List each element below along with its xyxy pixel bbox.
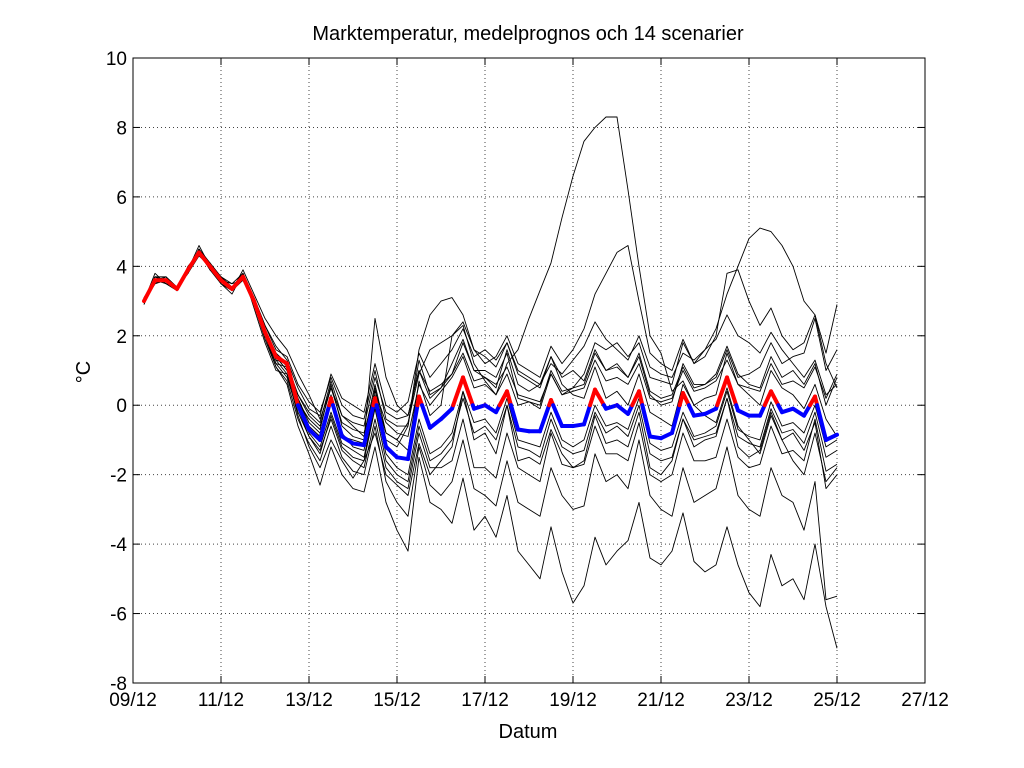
mean-segment-33: [420, 403, 432, 430]
mean-segment-92: [824, 432, 839, 442]
mean-segment-47: [509, 403, 520, 432]
mean-segment-46: [505, 389, 513, 408]
mean-segment-53: [551, 403, 564, 429]
mean-segment-38: [461, 375, 475, 408]
x-tick-label: 19/12: [549, 690, 597, 711]
mean-segment-13: [274, 354, 289, 366]
y-tick-label: -8: [110, 674, 127, 695]
mean-segment-18: [318, 403, 332, 442]
mean-segment-83: [762, 389, 773, 408]
mean-segment-37: [451, 375, 465, 408]
y-tick-label: -4: [110, 535, 127, 556]
x-tick-label: 23/12: [725, 690, 773, 711]
mean-segment-8: [219, 278, 234, 291]
x-tick-label: 27/12: [901, 690, 949, 711]
plot-frame: [132, 57, 926, 684]
y-tick-label: -2: [110, 466, 127, 487]
mean-segment-80: [736, 408, 751, 418]
mean-segment-72: [681, 391, 691, 408]
mean-segment-28: [384, 444, 399, 460]
mean-segment-57: [588, 387, 597, 408]
y-tick-label: 8: [116, 118, 127, 139]
mean-segment-4: [175, 267, 190, 291]
mean-segment-88: [802, 403, 812, 418]
mean-segment-63: [615, 403, 630, 416]
mean-segment-9: [230, 274, 245, 291]
mean-segment-84: [769, 389, 781, 408]
y-tick-label: 0: [116, 396, 127, 417]
x-tick-label: 17/12: [461, 690, 509, 711]
mean-segment-24: [362, 403, 376, 448]
mean-segment-6: [197, 250, 212, 269]
mean-segment-66: [637, 389, 645, 408]
mean-segment-43: [483, 403, 498, 415]
mean-segment-14: [285, 361, 300, 408]
x-tick-label: 25/12: [813, 690, 861, 711]
mean-segment-12: [263, 330, 278, 359]
x-tick-label: 21/12: [637, 690, 685, 711]
mean-segment-27: [374, 403, 388, 449]
y-axis-label: °C: [73, 361, 95, 383]
mean-segment-56: [582, 403, 593, 427]
x-tick-label: 11/12: [198, 690, 244, 711]
mean-segment-5: [186, 250, 201, 272]
mean-segment-16: [296, 403, 311, 432]
mean-segment-17: [307, 427, 322, 442]
x-tick-label: 09/12: [109, 690, 157, 711]
scenario-line-3: [143, 116, 838, 451]
scenario-line-1: [143, 248, 838, 496]
mean-segment-11: [252, 299, 267, 335]
mean-segment-69: [659, 431, 674, 441]
mean-segment-77: [715, 375, 729, 408]
mean-segment-87: [791, 406, 806, 418]
mean-segment-50: [538, 403, 552, 434]
x-tick-label: 13/12: [285, 690, 333, 711]
mean-segment-67: [640, 403, 652, 439]
y-tick-label: 4: [116, 257, 127, 278]
mean-segment-58: [593, 387, 606, 408]
mean-segment-78: [725, 375, 739, 408]
mean-segment-91: [815, 403, 828, 442]
mean-segment-34: [428, 417, 443, 430]
axis-ticks: 09/12 11/12 13/12 15/12 17/12 19/12 21/12 23/12…: [106, 49, 949, 711]
y-tick-label: 10: [106, 49, 127, 70]
y-tick-label: 6: [116, 188, 127, 209]
mean-segment-7: [208, 264, 223, 283]
mean-segment-35: [439, 406, 454, 422]
x-axis-label: Datum: [499, 721, 558, 743]
x-tick-label: 15/12: [373, 690, 421, 711]
mean-segment-30: [406, 403, 420, 462]
mean-segment-10: [241, 274, 256, 304]
mean-segment-75: [703, 406, 718, 416]
mean-segment-21: [331, 403, 344, 439]
y-tick-label: 2: [116, 327, 127, 348]
mean-segment-1: [142, 278, 157, 304]
y-tick-label: -6: [110, 605, 127, 626]
mean-forecast-line: [142, 250, 839, 462]
mean-segment-3: [164, 278, 179, 291]
mean-segment-70: [670, 403, 682, 435]
chart-title: Marktemperatur, medelprognos och 14 scen…: [312, 23, 744, 45]
mean-segment-22: [340, 434, 355, 446]
